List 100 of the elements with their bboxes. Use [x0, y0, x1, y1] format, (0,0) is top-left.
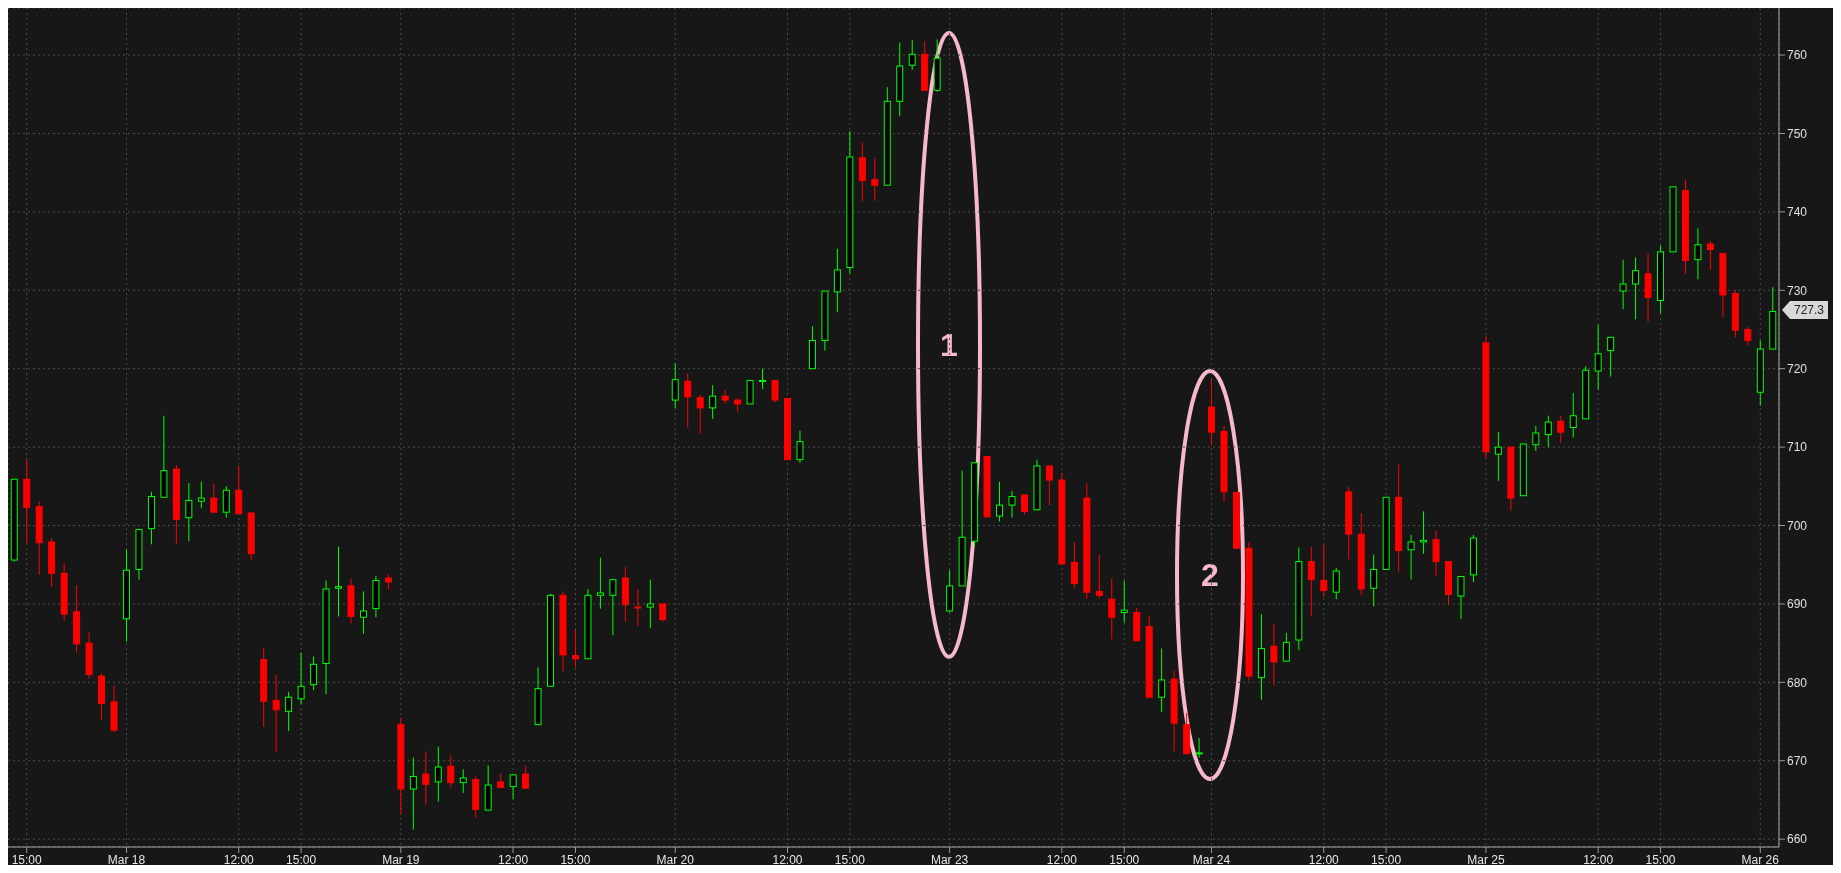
text: 727.3 [1793, 303, 1825, 317]
x-tick-label: 15:00 [11, 852, 43, 867]
candlestick [1407, 534, 1415, 581]
candlestick [1544, 415, 1552, 448]
candlestick [858, 142, 866, 202]
candlestick [1432, 529, 1440, 577]
candlestick [759, 368, 767, 390]
candlestick [1594, 324, 1602, 391]
candlestick [272, 674, 280, 753]
candlestick [285, 691, 293, 732]
candlestick [434, 746, 442, 803]
x-tick-label: 12:00 [223, 852, 255, 867]
candlestick [996, 481, 1004, 523]
x-tick-label: Mar 20 [656, 852, 695, 867]
candlestick [197, 481, 205, 509]
candlestick [833, 248, 841, 313]
y-tick-label: 750 [1787, 126, 1808, 141]
candlestick [1282, 632, 1290, 662]
candlestick [1494, 431, 1502, 482]
candlestick [671, 362, 679, 409]
y-tick-label: 720 [1787, 361, 1808, 376]
candlestick [359, 590, 367, 635]
annotation: 1 [940, 327, 958, 363]
candlestick [1607, 336, 1615, 378]
candlestick [746, 379, 754, 405]
x-tick-label: Mar 24 [1192, 852, 1231, 867]
annotation: 2 [1201, 557, 1219, 593]
candlestick [696, 394, 704, 435]
candlestick [185, 482, 193, 542]
candlestick [409, 757, 417, 831]
candlestick [1158, 648, 1166, 713]
candlestick [1045, 465, 1053, 506]
x-tick-label: 15:00 [1371, 852, 1402, 867]
x-tick-label: 15:00 [286, 852, 317, 867]
candlestick [771, 379, 779, 403]
x-tick-label: 15:00 [834, 852, 866, 867]
candlestick [659, 603, 667, 623]
candlestick [222, 485, 230, 519]
y-tick-label: 710 [1787, 440, 1808, 455]
candlestick [908, 39, 916, 71]
candlestick [709, 384, 717, 420]
candlestick [459, 768, 467, 794]
candlestick [1307, 546, 1315, 617]
candlestick [335, 546, 343, 617]
x-tick-label: 12:00 [1308, 852, 1340, 867]
x-tick-label: 15:00 [560, 852, 591, 867]
candlestick [1694, 227, 1702, 280]
candlestick [310, 655, 318, 691]
candlestick [1420, 510, 1428, 555]
candlestick [522, 764, 530, 789]
candlestick [609, 578, 617, 636]
candlestick [871, 158, 879, 202]
y-tick-label: 690 [1787, 597, 1808, 612]
x-tick-label: 12:00 [772, 852, 803, 867]
x-tick-label: Mar 25 [1467, 852, 1505, 867]
candlestick [1744, 326, 1752, 346]
candlestick [509, 774, 517, 800]
candlestick [1008, 490, 1016, 519]
candlestick [210, 483, 218, 513]
x-tick-label: 12:00 [1583, 852, 1614, 867]
y-tick-label: 700 [1787, 518, 1808, 533]
candlestick [634, 588, 642, 627]
y-tick-label: 740 [1787, 205, 1808, 220]
candlestick [1569, 392, 1577, 439]
candlestick [1457, 575, 1465, 620]
candlestick [1557, 415, 1565, 444]
y-tick-label: 660 [1787, 832, 1808, 847]
candlestick [796, 430, 804, 464]
y-tick-label: 760 [1787, 48, 1808, 63]
candlestick [235, 465, 243, 515]
candlestick [1632, 256, 1640, 320]
candlestick [596, 557, 604, 610]
candlestick [1332, 567, 1340, 600]
candlestick [297, 652, 305, 705]
candlestick [1020, 494, 1028, 516]
candlestick [571, 629, 579, 668]
candlestick [422, 750, 430, 806]
candlestick [1095, 554, 1103, 599]
x-tick-label: 15:00 [1645, 852, 1676, 867]
x-tick-label: 12:00 [1046, 852, 1078, 867]
candlestick [1108, 578, 1116, 640]
candlestick [1619, 259, 1627, 310]
candlestick [1370, 554, 1378, 607]
y-tick-label: 670 [1787, 754, 1808, 769]
y-tick-label: 730 [1787, 283, 1808, 298]
candlestick [447, 754, 455, 788]
y-tick-label: 680 [1787, 675, 1808, 690]
candlestick [1270, 623, 1278, 686]
candlestick [721, 389, 729, 404]
candlestick [1532, 425, 1540, 452]
x-tick-label: Mar 19 [382, 852, 420, 867]
x-tick-label: 12:00 [498, 852, 529, 867]
x-tick-label: Mar 23 [930, 852, 969, 867]
candlestick [646, 579, 654, 629]
candlestick [1120, 579, 1128, 624]
candlestick [1644, 252, 1652, 323]
candlestick [1195, 737, 1203, 759]
candlestick [1070, 541, 1078, 589]
x-tick-label: Mar 18 [107, 852, 146, 867]
x-tick-label: 15:00 [1109, 852, 1140, 867]
